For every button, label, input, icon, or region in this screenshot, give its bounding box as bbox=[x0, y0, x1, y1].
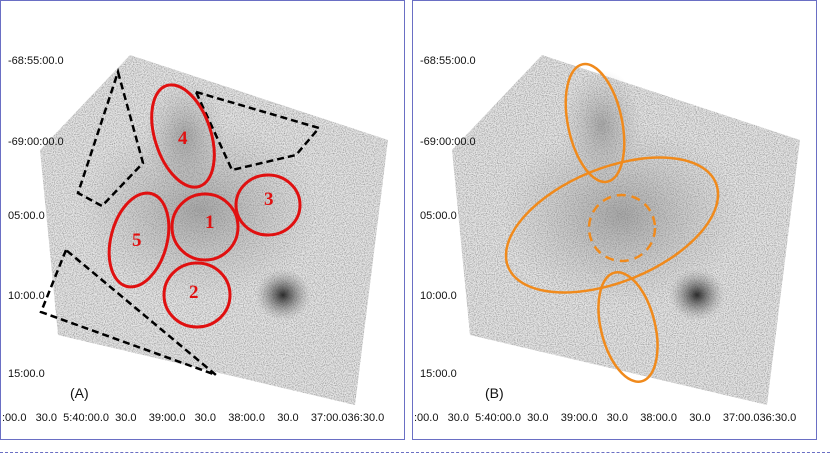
y-tick-5: 15:00.0 bbox=[8, 368, 45, 380]
region-3-label: 3 bbox=[264, 189, 274, 210]
y-tick-1: -68:55:00.0 bbox=[420, 55, 476, 67]
xray-image-a bbox=[40, 55, 388, 405]
y-tick-4: 10:00.0 bbox=[8, 290, 45, 302]
south-ellipse[interactable] bbox=[588, 266, 667, 388]
panel-b-label: (B) bbox=[485, 385, 504, 401]
central-ellipse[interactable] bbox=[487, 130, 737, 320]
y-tick-1: -68:55:00.0 bbox=[8, 55, 64, 67]
y-tick-2: -69:00:00.0 bbox=[420, 136, 476, 148]
region-4-ellipse[interactable] bbox=[140, 77, 226, 195]
y-tick-3: 05:00.0 bbox=[420, 210, 457, 222]
region-5-label: 5 bbox=[132, 230, 142, 251]
region-4-label: 4 bbox=[178, 128, 188, 149]
region-1-label: 1 bbox=[205, 212, 215, 233]
x-axis-ticks-b: :00.0 30.0 5:40:00.0 30.0 39:00.0 30.0 3… bbox=[414, 412, 797, 424]
north-ellipse[interactable] bbox=[556, 59, 634, 188]
region-5-ellipse[interactable] bbox=[100, 186, 179, 293]
source-regions-b bbox=[487, 59, 737, 388]
panel-b: -68:55:00.0 -69:00:00.0 05:00.0 10:00.0 … bbox=[412, 0, 817, 440]
bg-region-2[interactable] bbox=[193, 90, 322, 172]
y-tick-3: 05:00.0 bbox=[8, 210, 45, 222]
source-regions-a bbox=[100, 77, 302, 329]
bottom-divider bbox=[0, 452, 830, 453]
background-regions-a bbox=[39, 67, 322, 377]
bg-region-3[interactable] bbox=[39, 247, 217, 377]
panel-a: 1 2 3 4 5 -68:55:00.0 -69:00:00.0 05:00.… bbox=[0, 0, 405, 440]
xray-image-b bbox=[452, 55, 800, 405]
panel-a-label: (A) bbox=[70, 385, 89, 401]
core-dashed-circle[interactable] bbox=[587, 193, 657, 263]
y-tick-4: 10:00.0 bbox=[420, 290, 457, 302]
y-tick-2: -69:00:00.0 bbox=[8, 136, 64, 148]
region-1-ellipse[interactable] bbox=[170, 192, 240, 262]
bg-region-1[interactable] bbox=[76, 67, 145, 208]
y-tick-5: 15:00.0 bbox=[420, 368, 457, 380]
region-2-label: 2 bbox=[189, 282, 199, 303]
x-axis-ticks-a: :00.0 30.0 5:40:00.0 30.0 39:00.0 30.0 3… bbox=[2, 412, 385, 424]
region-2-ellipse[interactable] bbox=[162, 261, 232, 329]
region-3-ellipse[interactable] bbox=[234, 173, 302, 237]
